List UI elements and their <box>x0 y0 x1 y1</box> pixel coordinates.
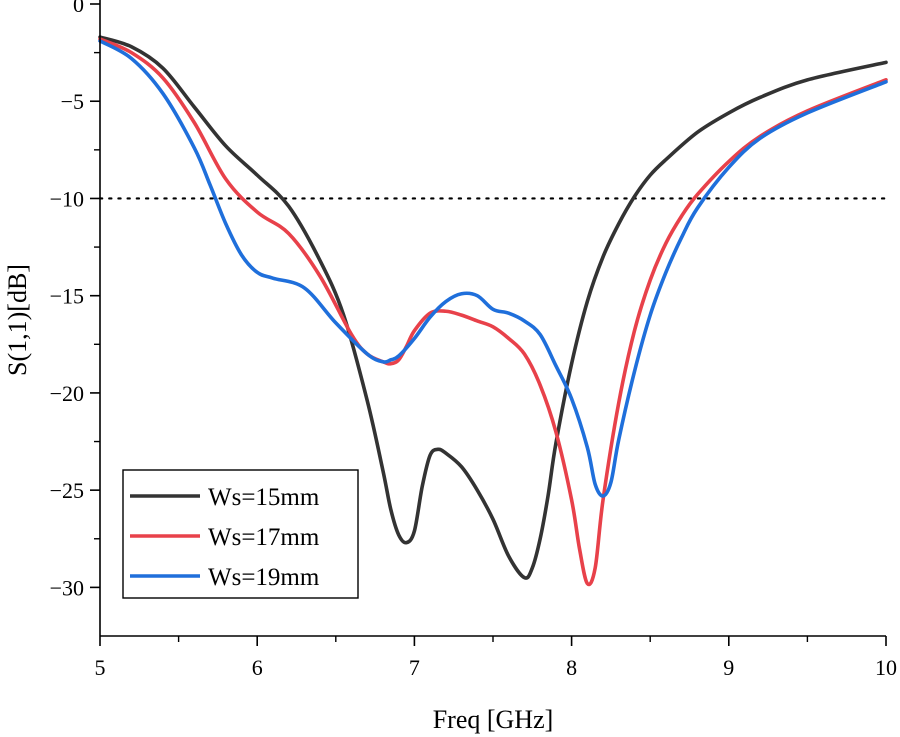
series-line-2 <box>98 37 888 587</box>
y-tick-label: 0 <box>73 0 84 17</box>
legend-label: Ws=17mm <box>208 524 320 551</box>
legend-label: Ws=15mm <box>208 484 320 511</box>
y-tick-label: −10 <box>50 186 84 211</box>
series-layer <box>98 35 888 587</box>
x-tick-label: 10 <box>875 655 897 680</box>
axes-layer: 5 6 7 8 9 10 0 −5 −10 −15 −20 −25 −30 <box>50 0 897 680</box>
y-tick-label: −15 <box>50 284 84 309</box>
y-tick-label: −5 <box>61 89 84 114</box>
x-tick-label: 8 <box>566 655 577 680</box>
x-tick-label: 9 <box>723 655 734 680</box>
y-tick-label: −30 <box>50 575 84 600</box>
series-line-3 <box>98 39 888 498</box>
y-tick-label: −20 <box>50 381 84 406</box>
legend: Ws=15mm Ws=17mm Ws=19mm <box>122 469 359 599</box>
series-line-1 <box>98 35 888 580</box>
x-tick-label: 7 <box>409 655 420 680</box>
y-axis-title: S(1,1)[dB] <box>3 264 32 376</box>
x-tick-label: 6 <box>252 655 263 680</box>
x-tick-label: 5 <box>95 655 106 680</box>
x-axis-title: Freq [GHz] <box>433 705 554 734</box>
y-tick-label: −25 <box>50 478 84 503</box>
legend-label: Ws=19mm <box>208 564 320 591</box>
